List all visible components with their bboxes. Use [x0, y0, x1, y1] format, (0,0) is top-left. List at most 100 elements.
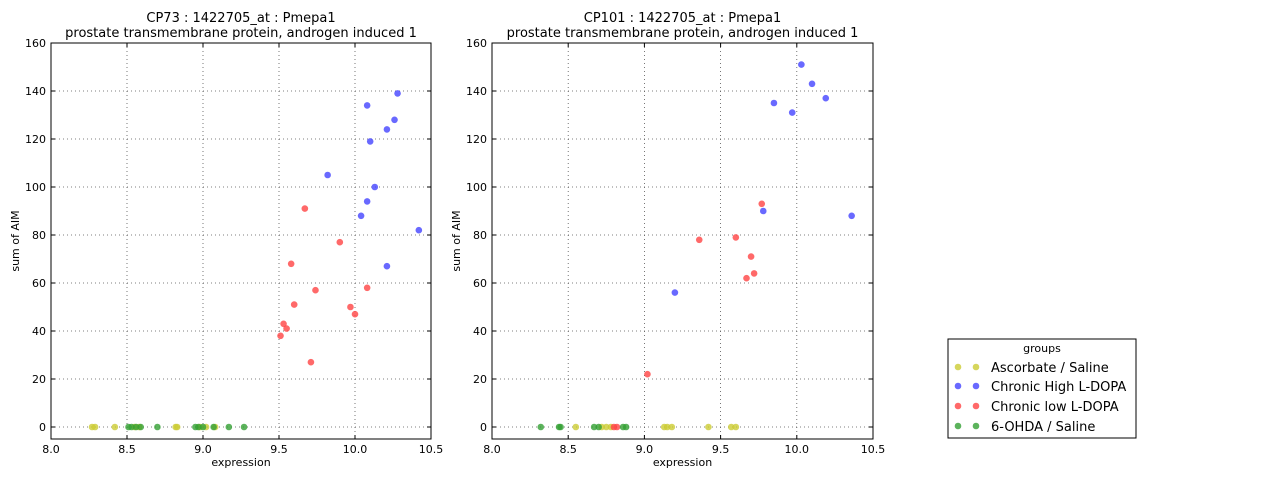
x-tick-label: 9.0 [636, 443, 654, 456]
series-chronic-high-l-dopa [671, 61, 855, 296]
data-point-chronic-high-l-dopa [366, 138, 374, 145]
data-point-6-ohda-saline [240, 423, 248, 431]
x-tick-label: 10.5 [419, 443, 444, 456]
y-tick-label: 0 [480, 421, 487, 434]
x-tick-label: 8.5 [559, 443, 577, 456]
x-tick-label: 9.5 [712, 443, 730, 456]
data-point-ascorbate-saline [572, 423, 580, 431]
data-point-chronic-low-l-dopa [695, 236, 703, 244]
y-tick-label: 60 [32, 277, 46, 290]
y-tick-label: 140 [466, 85, 487, 98]
chart-subtitle: prostate transmembrane protein, androgen… [65, 26, 417, 41]
data-point-6-ohda-saline [590, 423, 598, 431]
series-chronic-low-l-dopa [277, 205, 371, 366]
legend-marker-chronic-high-l-dopa [954, 382, 962, 390]
series-chronic-high-l-dopa [324, 90, 423, 270]
legend-item: Ascorbate / Saline [954, 361, 1109, 376]
y-tick-label: 40 [473, 325, 487, 338]
data-point-chronic-high-l-dopa [671, 289, 679, 296]
plot-frame [50, 42, 432, 440]
data-point-chronic-high-l-dopa [371, 183, 379, 191]
data-point-chronic-low-l-dopa [290, 301, 298, 308]
legend-marker-chronic-low-l-dopa [954, 402, 962, 410]
data-point-chronic-low-l-dopa [277, 332, 284, 340]
data-point-ascorbate-saline [603, 423, 610, 431]
data-point-chronic-low-l-dopa [347, 303, 354, 311]
y-axis-label: sum of AIM [450, 210, 463, 271]
data-point-chronic-high-l-dopa [770, 99, 778, 107]
data-point-chronic-low-l-dopa [743, 274, 750, 282]
data-point-chronic-low-l-dopa [287, 260, 295, 268]
data-point-chronic-high-l-dopa [848, 212, 855, 220]
y-tick-label: 20 [473, 373, 487, 386]
x-axis-label: expression [653, 456, 712, 469]
data-point-6-ohda-saline [210, 423, 217, 431]
data-point-chronic-high-l-dopa [363, 102, 371, 109]
x-tick-label: 9.5 [270, 443, 288, 456]
x-tick-label: 9.0 [194, 443, 212, 456]
data-point-6-ohda-saline [195, 423, 202, 431]
data-point-chronic-high-l-dopa [798, 61, 805, 68]
series-6-ohda-saline [537, 423, 630, 431]
y-tick-label: 120 [25, 133, 46, 146]
legend-marker-ascorbate-saline [972, 363, 980, 371]
x-tick-label: 10.0 [785, 443, 810, 456]
data-point-chronic-low-l-dopa [283, 325, 290, 332]
x-tick-label: 8.5 [118, 443, 136, 456]
y-tick-label: 160 [466, 37, 487, 50]
y-tick-label: 0 [39, 421, 46, 434]
legend-marker-chronic-low-l-dopa [972, 402, 980, 410]
data-point-chronic-high-l-dopa [808, 80, 816, 88]
data-point-ascorbate-saline [91, 423, 99, 431]
data-point-chronic-high-l-dopa [357, 212, 365, 220]
data-point-chronic-low-l-dopa [732, 234, 740, 241]
data-point-chronic-high-l-dopa [415, 226, 423, 234]
y-tick-label: 80 [473, 229, 487, 242]
scatter-chart-1: 8.0 8.5 9.0 9.5 10.0 10.5 0 20 40 60 80 100 120 140 16… [9, 11, 443, 469]
legend-label-ascorbate-saline: Ascorbate / Saline [991, 361, 1109, 376]
data-point-ascorbate-saline [705, 423, 712, 431]
x-tick-label: 8.0 [42, 443, 60, 456]
data-point-chronic-high-l-dopa [324, 171, 331, 179]
y-tick-label: 60 [473, 277, 487, 290]
data-point-chronic-high-l-dopa [383, 126, 391, 133]
data-point-ascorbate-saline [111, 423, 119, 431]
data-point-6-ohda-saline [622, 423, 630, 431]
legend-item: Chronic low L-DOPA [954, 400, 1119, 415]
data-point-chronic-low-l-dopa [307, 358, 315, 366]
y-tick-label: 100 [25, 181, 46, 194]
data-point-chronic-high-l-dopa [759, 207, 767, 215]
y-tick-label: 20 [32, 373, 46, 386]
data-point-chronic-high-l-dopa [394, 90, 401, 97]
data-point-chronic-high-l-dopa [383, 262, 391, 270]
legend-item: Chronic High L-DOPA [954, 380, 1126, 395]
y-tick-label: 140 [25, 85, 46, 98]
legend-marker-6-ohda-saline [954, 422, 962, 430]
legend-box [947, 338, 1137, 439]
legend-marker-ascorbate-saline [954, 363, 962, 371]
chart-subtitle: prostate transmembrane protein, androgen… [507, 26, 859, 41]
x-tick-label: 10.0 [343, 443, 368, 456]
data-point-chronic-low-l-dopa [747, 253, 755, 260]
data-point-chronic-low-l-dopa [750, 270, 758, 277]
x-axis-label: expression [211, 456, 270, 469]
y-tick-label: 40 [32, 325, 46, 338]
data-point-chronic-low-l-dopa [336, 238, 344, 246]
data-point-ascorbate-saline [732, 423, 740, 431]
y-tick-label: 120 [466, 133, 487, 146]
data-point-chronic-high-l-dopa [391, 116, 398, 124]
data-point-6-ohda-saline [199, 423, 207, 431]
x-tick-label: 10.5 [861, 443, 886, 456]
data-point-chronic-low-l-dopa [644, 370, 651, 378]
series-chronic-low-l-dopa [610, 200, 766, 431]
data-point-ascorbate-saline [727, 423, 735, 431]
chart-title: CP101 : 1422705_at : Pmepa1 [584, 11, 781, 26]
data-point-chronic-low-l-dopa [351, 310, 359, 318]
data-point-6-ohda-saline [557, 423, 564, 431]
legend: groups Ascorbate / Saline Chronic High L… [947, 338, 1137, 439]
data-point-chronic-low-l-dopa [613, 423, 621, 431]
legend-marker-chronic-high-l-dopa [972, 382, 980, 390]
data-point-chronic-high-l-dopa [822, 94, 830, 102]
